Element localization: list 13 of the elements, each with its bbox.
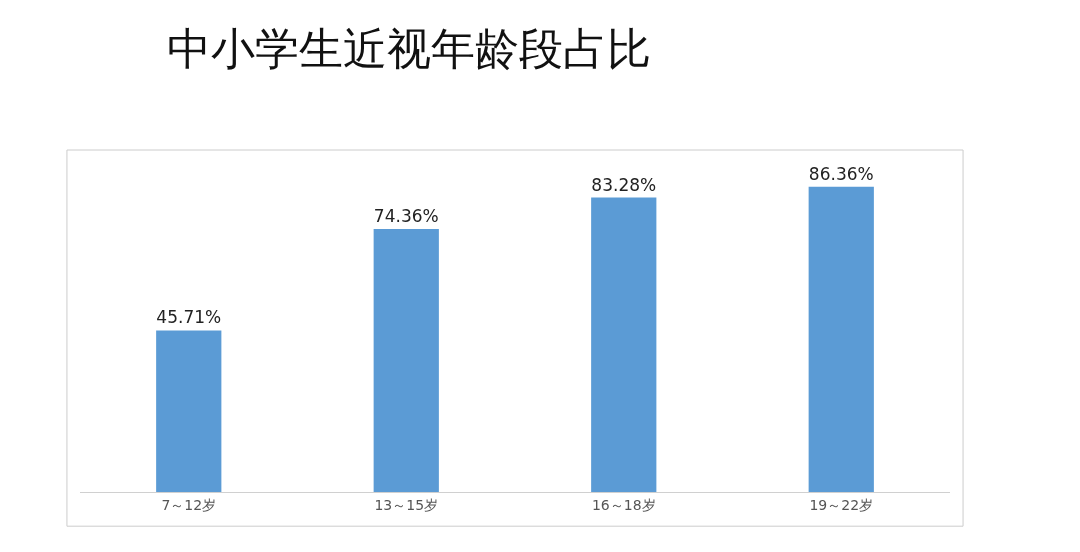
x-tick-label: 16～18岁 (591, 496, 656, 513)
data-label: 74.36% (373, 206, 439, 227)
bar (591, 197, 657, 492)
x-tick-label: 19～22岁 (809, 496, 874, 513)
x-tick-label: 13～15岁 (374, 496, 439, 513)
bar (156, 330, 222, 492)
data-label: 45.71% (156, 307, 222, 328)
x-tick-label: 7～12岁 (161, 496, 217, 513)
bar (373, 229, 439, 492)
data-label: 83.28% (591, 174, 657, 195)
bar (808, 186, 874, 492)
data-label: 86.36% (808, 163, 874, 184)
chart-title: 中小学生近视年龄段占比 (167, 22, 652, 74)
